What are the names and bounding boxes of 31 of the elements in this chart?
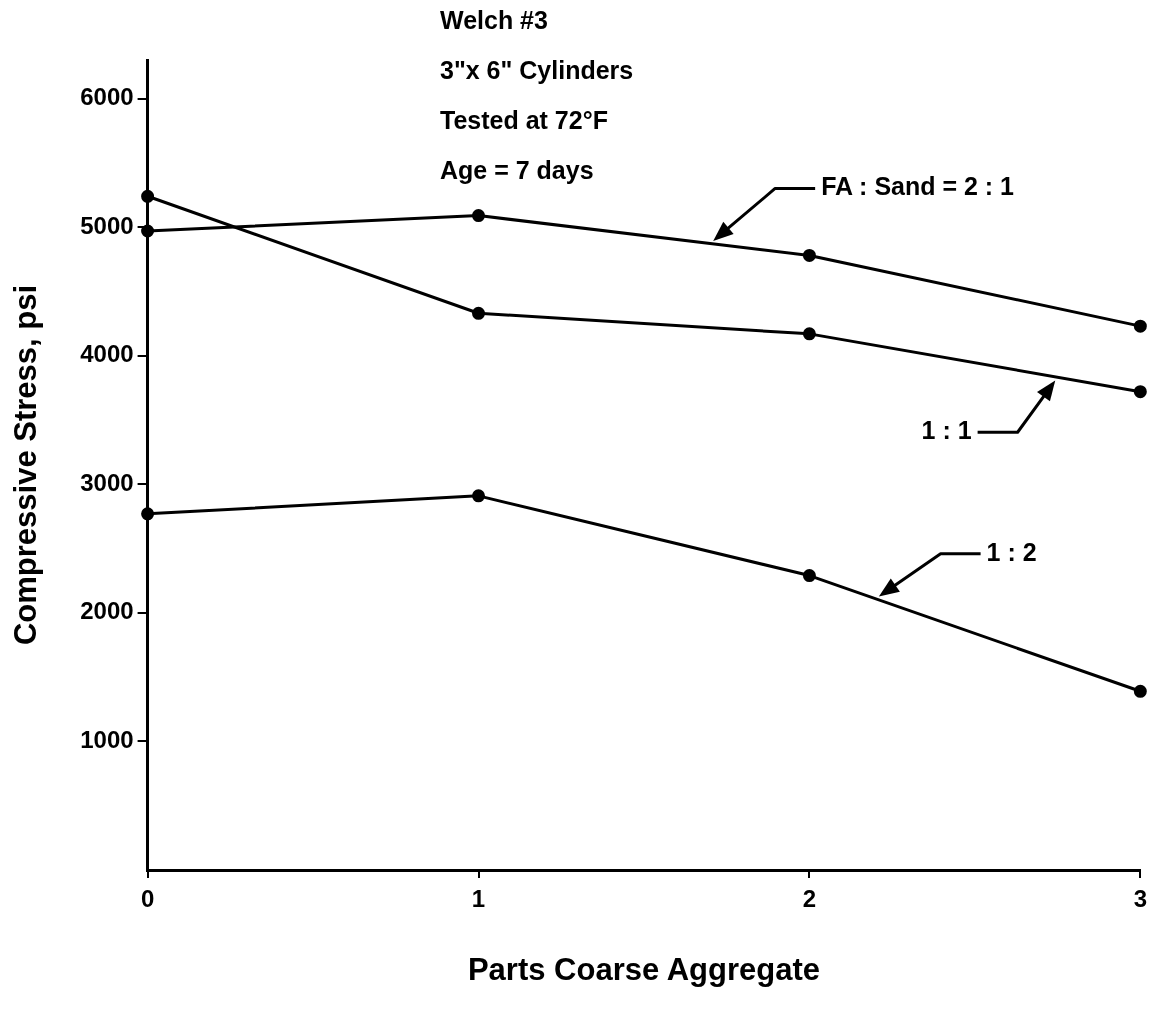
point [802, 248, 816, 262]
annotation: Age = 7 days [440, 155, 594, 184]
y-tick-label: 1000 [80, 726, 134, 754]
y-tick-label: 6000 [80, 83, 134, 111]
text: FA : Sand = 2 : 1 [821, 172, 1015, 201]
y-tick-label: 2000 [80, 597, 134, 625]
x-axis-title: Parts Coarse Aggregate [467, 951, 820, 987]
point [141, 189, 155, 203]
y-axis-title: Compressive Stress, psi [8, 284, 44, 646]
x-tick-label: 2 [802, 885, 817, 913]
x-tick-label: 3 [1133, 885, 1148, 913]
y-tick-label: 4000 [80, 340, 134, 368]
text: 1 : 2 [986, 537, 1037, 566]
point [802, 569, 816, 583]
annotation: 3"x 6" Cylinders [440, 55, 634, 84]
point [141, 224, 155, 238]
point [472, 489, 485, 503]
y-tick-label: 3000 [80, 468, 134, 496]
point [141, 507, 155, 521]
annotation: Tested at 72°F [440, 105, 608, 134]
point [802, 327, 816, 341]
point [1133, 319, 1147, 333]
x-tick-label: 0 [140, 885, 155, 913]
point [1133, 684, 1147, 698]
point [1133, 385, 1147, 399]
y-tick-label: 5000 [80, 211, 134, 239]
text: 1 : 1 [921, 416, 972, 445]
point [472, 306, 485, 320]
text: Welch #3 [440, 5, 548, 34]
x-tick-label: 1 [471, 885, 486, 913]
point [472, 209, 485, 223]
